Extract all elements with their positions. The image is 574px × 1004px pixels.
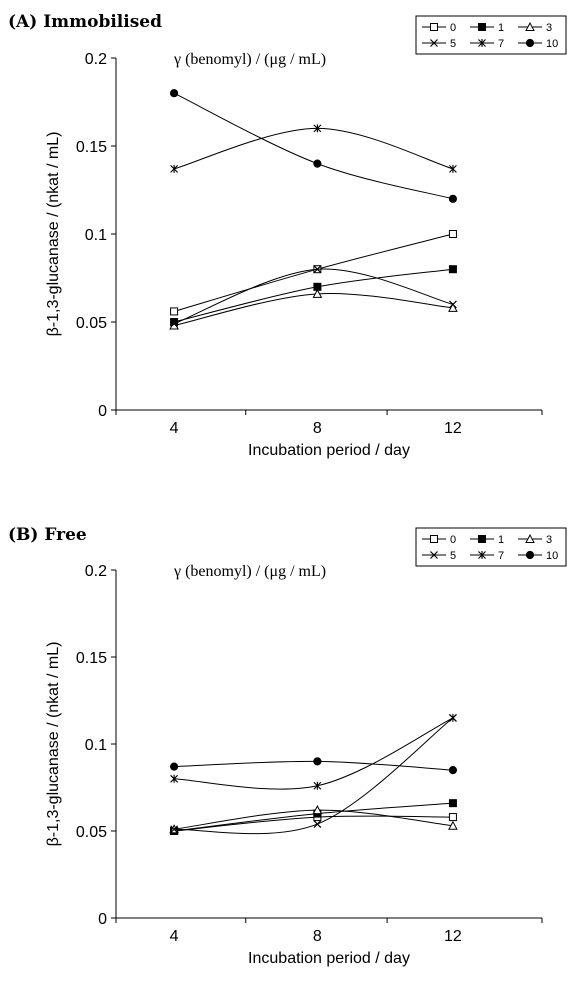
legend: 0 1 3 5 7 10 xyxy=(416,528,566,566)
x-tick-label: 12 xyxy=(444,928,462,945)
legend-marker-1 xyxy=(479,536,486,543)
y-axis-label: β-1,3-glucanase / (nkat / mL) xyxy=(45,642,62,847)
x-tick-label: 12 xyxy=(444,420,462,437)
series-10 xyxy=(170,758,456,774)
legend-marker-10 xyxy=(526,39,533,46)
series-10-point xyxy=(449,767,456,774)
series-7-point xyxy=(449,714,456,722)
x-tick-label: 8 xyxy=(313,928,322,945)
legend-label-1: 1 xyxy=(498,22,504,34)
legend-label-7: 7 xyxy=(498,38,504,50)
y-tick-label: 0.1 xyxy=(85,227,107,244)
series-5-point xyxy=(314,821,321,828)
legend-label-5: 5 xyxy=(450,38,456,50)
series-7-line xyxy=(174,718,453,789)
legend-label-1: 1 xyxy=(498,534,504,546)
legend-label-0: 0 xyxy=(450,22,456,34)
legend-marker-10 xyxy=(526,551,533,558)
x-tick-label: 4 xyxy=(170,420,179,437)
legend-label-5: 5 xyxy=(450,550,456,562)
chart-panel-b: (B) Free 0 0.05 0.1 0.15 0.2 4 8 12 Incubation pe… xyxy=(8,525,566,967)
legend-label-10: 10 xyxy=(546,38,558,50)
series-7 xyxy=(171,714,457,790)
legend-marker-0 xyxy=(431,536,438,543)
legend-box xyxy=(416,528,566,566)
series-1 xyxy=(171,266,457,326)
series-1-point xyxy=(449,800,456,807)
series-0-point xyxy=(449,231,456,238)
legend-box xyxy=(416,16,566,54)
y-tick-label: 0.2 xyxy=(85,51,107,68)
series-1-point xyxy=(449,266,456,273)
legend-annotation: γ (benomyl) / (μg / mL) xyxy=(173,51,326,68)
y-tick-label: 0.15 xyxy=(76,139,107,156)
y-tick-label: 0.2 xyxy=(85,563,107,580)
series-3-line xyxy=(174,293,453,325)
series-10-point xyxy=(170,763,177,770)
series-3 xyxy=(170,290,457,329)
panel-title: (B) Free xyxy=(8,525,87,545)
legend-label-7: 7 xyxy=(498,550,504,562)
legend-marker-1 xyxy=(479,24,486,31)
series-10-point xyxy=(314,160,321,167)
series-7-point xyxy=(171,165,178,173)
legend-label-10: 10 xyxy=(546,550,558,562)
series-10-point xyxy=(314,758,321,765)
series-10-line xyxy=(174,93,453,199)
series-0-point xyxy=(171,308,178,315)
panel-title: (A) Immobilised xyxy=(8,12,162,32)
series-7-point xyxy=(449,165,456,173)
y-tick-label: 0.1 xyxy=(85,737,107,754)
legend-label-3: 3 xyxy=(546,534,552,546)
x-axis-label: Incubation period / day xyxy=(248,950,410,967)
x-tick-label: 4 xyxy=(170,928,179,945)
series-1 xyxy=(171,800,457,835)
y-axis-label: β-1,3-glucanase / (nkat / mL) xyxy=(45,132,62,337)
y-tick-label: 0 xyxy=(98,911,107,928)
series-7 xyxy=(171,124,457,172)
series-10 xyxy=(170,90,456,203)
y-tick-label: 0 xyxy=(98,403,107,420)
x-axis-label: Incubation period / day xyxy=(248,442,410,459)
legend-label-0: 0 xyxy=(450,534,456,546)
x-tick-label: 8 xyxy=(313,420,322,437)
y-tick-label: 0.15 xyxy=(76,650,107,667)
series-10-point xyxy=(170,90,177,97)
series-0-point xyxy=(449,814,456,821)
y-tick-label: 0.05 xyxy=(76,315,107,332)
legend-annotation: γ (benomyl) / (μg / mL) xyxy=(173,563,326,580)
legend-marker-0 xyxy=(431,24,438,31)
series-10-point xyxy=(449,195,456,202)
y-tick-label: 0.05 xyxy=(76,824,107,841)
legend-label-3: 3 xyxy=(546,22,552,34)
legend: 0 1 3 5 7 10 xyxy=(416,16,566,54)
chart-panel-a: (A) Immobilised 0 0.05 0.1 0.15 0.2 4 8 12 Incuba… xyxy=(8,12,566,459)
